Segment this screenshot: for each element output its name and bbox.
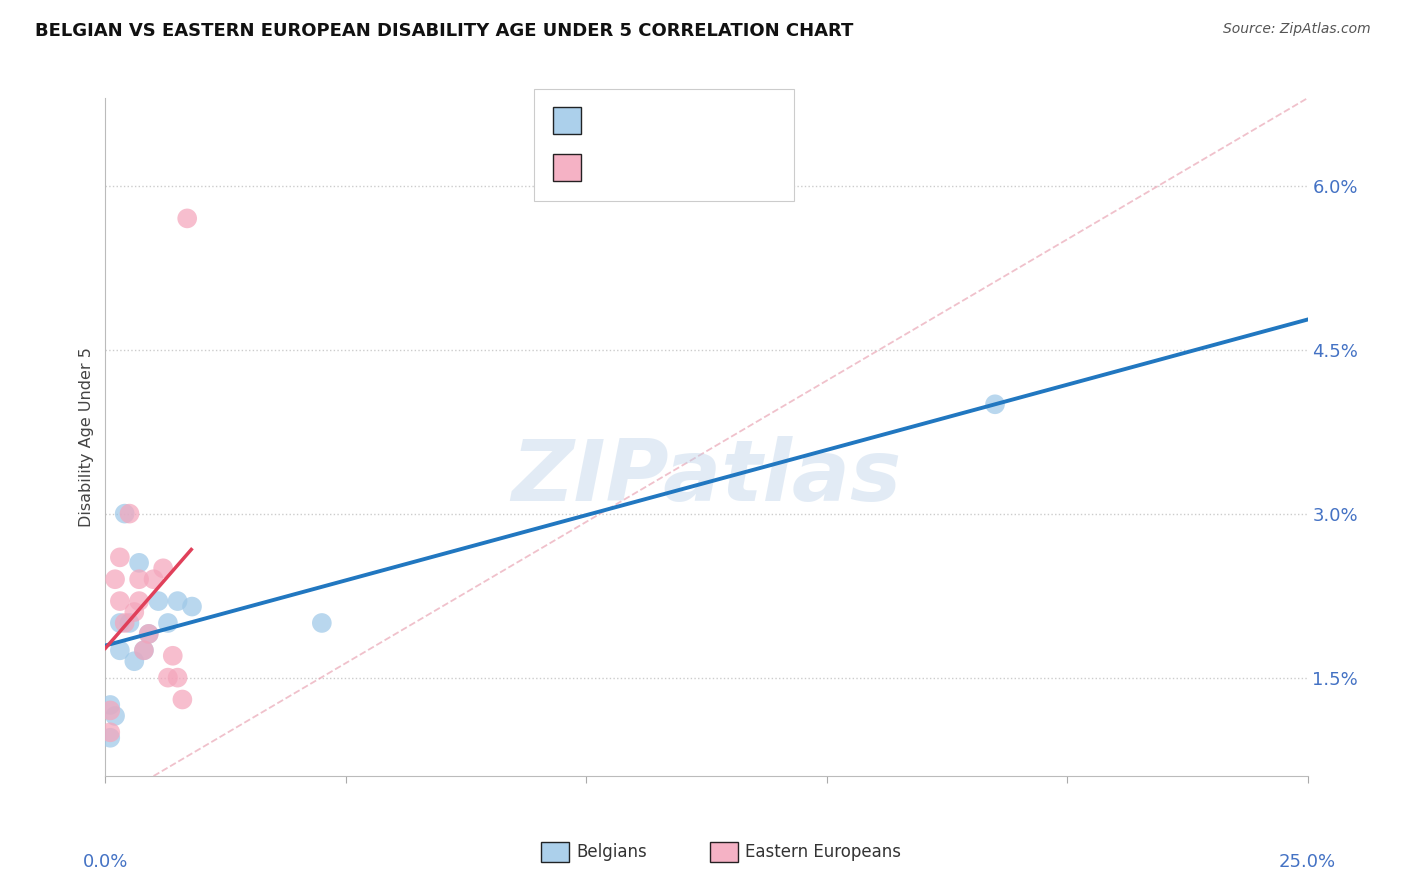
Point [166, 594, 188, 608]
Point [166, 671, 188, 685]
Point [148, 594, 170, 608]
Point [108, 550, 131, 565]
Point [128, 594, 150, 608]
Text: 0.0%: 0.0% [83, 853, 128, 871]
Text: BELGIAN VS EASTERN EUROPEAN DISABILITY AGE UNDER 5 CORRELATION CHART: BELGIAN VS EASTERN EUROPEAN DISABILITY A… [35, 22, 853, 40]
Point [132, 643, 155, 657]
Text: Eastern Europeans: Eastern Europeans [745, 843, 901, 861]
Point [152, 561, 174, 575]
Point [128, 556, 150, 570]
Text: R =  0.174   N = 17: R = 0.174 N = 17 [589, 110, 759, 128]
Point [98, 698, 121, 712]
Point [132, 643, 155, 657]
Point [118, 507, 141, 521]
Point [984, 397, 1007, 411]
Point [181, 599, 204, 614]
Point [142, 572, 165, 586]
Point [138, 627, 160, 641]
Text: R = 0.503   N = 19: R = 0.503 N = 19 [589, 157, 754, 175]
Point [114, 507, 136, 521]
Text: Source: ZipAtlas.com: Source: ZipAtlas.com [1223, 22, 1371, 37]
Point [98, 725, 121, 739]
Point [118, 615, 141, 630]
Point [104, 709, 127, 723]
Point [104, 572, 127, 586]
Point [98, 703, 121, 717]
Point [311, 615, 333, 630]
Point [176, 211, 198, 226]
Point [114, 615, 136, 630]
Text: Belgians: Belgians [576, 843, 647, 861]
Point [172, 692, 194, 706]
Point [98, 731, 121, 745]
Point [156, 615, 179, 630]
Text: ZIPatlas: ZIPatlas [512, 436, 901, 519]
Point [108, 643, 131, 657]
Point [124, 654, 146, 668]
Point [128, 572, 150, 586]
Y-axis label: Disability Age Under 5: Disability Age Under 5 [79, 347, 94, 527]
Point [138, 627, 160, 641]
Point [124, 605, 146, 619]
Point [156, 671, 179, 685]
Point [162, 648, 184, 663]
Point [108, 594, 131, 608]
Text: 25.0%: 25.0% [1279, 853, 1336, 871]
Point [108, 615, 131, 630]
